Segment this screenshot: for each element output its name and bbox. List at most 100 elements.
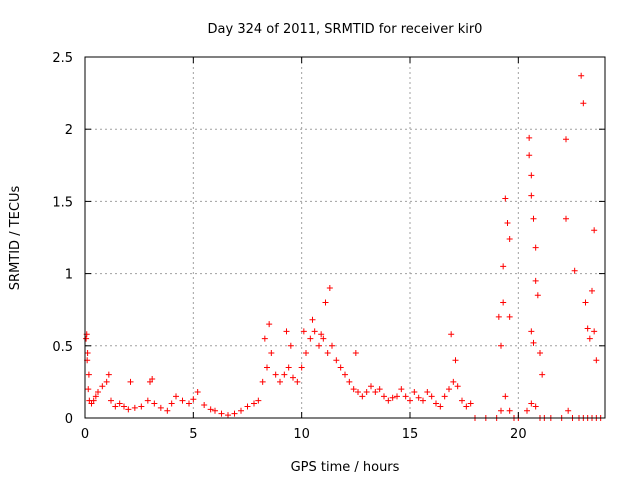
- chart-title: Day 324 of 2011, SRMTID for receiver kir…: [208, 22, 483, 37]
- data-point: [376, 386, 383, 393]
- data-point: [103, 378, 110, 385]
- data-point: [298, 364, 305, 371]
- data-point: [506, 235, 513, 242]
- grid-lines: [85, 57, 605, 418]
- data-point: [534, 292, 541, 299]
- data-point: [385, 397, 392, 404]
- data-point: [83, 335, 90, 342]
- data-point: [415, 394, 422, 401]
- data-point: [151, 400, 158, 407]
- data-point: [333, 357, 340, 364]
- data-point: [389, 394, 396, 401]
- data-point: [532, 403, 539, 410]
- data-point: [580, 100, 587, 107]
- x-axis-label: GPS time / hours: [291, 460, 400, 475]
- data-point: [125, 406, 132, 413]
- data-point: [329, 342, 335, 349]
- data-point: [99, 383, 106, 390]
- data-point: [105, 371, 112, 378]
- y-tick-label: 2: [65, 123, 73, 138]
- data-point: [309, 316, 316, 323]
- data-point: [320, 335, 327, 342]
- data-point: [324, 350, 331, 357]
- data-point: [441, 393, 448, 400]
- data-point: [85, 386, 92, 393]
- data-point: [506, 407, 513, 414]
- data-point: [251, 400, 257, 407]
- y-tick-label: 0: [65, 412, 73, 427]
- data-point: [502, 393, 509, 400]
- data-point: [244, 403, 251, 410]
- data-point: [578, 72, 585, 79]
- data-point: [394, 393, 400, 400]
- data-point: [277, 378, 283, 385]
- data-point: [112, 403, 119, 410]
- data-point: [300, 328, 307, 335]
- data-point: [368, 383, 374, 390]
- data-point: [563, 136, 569, 143]
- data-point: [287, 342, 294, 349]
- data-point: [337, 364, 344, 371]
- data-point: [498, 407, 504, 414]
- data-point: [207, 406, 214, 413]
- data-point: [450, 378, 457, 385]
- x-tick-label: 10: [293, 427, 310, 442]
- x-tick-label: 20: [510, 427, 527, 442]
- data-point: [294, 378, 301, 385]
- data-points: [83, 72, 604, 421]
- data-point: [95, 389, 101, 396]
- data-point: [84, 350, 91, 357]
- data-point: [255, 397, 262, 404]
- data-point: [138, 403, 145, 410]
- data-point: [500, 299, 507, 306]
- data-point: [266, 321, 273, 328]
- data-point: [144, 397, 151, 404]
- data-point: [402, 393, 409, 400]
- data-point: [116, 400, 123, 407]
- data-point: [589, 287, 595, 294]
- data-point: [428, 393, 435, 400]
- data-point: [467, 400, 474, 407]
- data-point: [537, 350, 543, 357]
- data-point: [363, 389, 370, 396]
- data-point: [264, 364, 270, 371]
- data-point: [526, 134, 533, 141]
- data-point: [532, 277, 539, 284]
- data-point: [582, 299, 589, 306]
- data-point: [108, 397, 114, 404]
- data-point: [85, 371, 92, 378]
- data-point: [350, 386, 357, 393]
- data-point: [372, 389, 379, 396]
- data-point: [433, 400, 439, 407]
- x-tick-label: 0: [81, 427, 89, 442]
- y-tick-label: 1: [65, 268, 73, 283]
- data-point: [164, 407, 171, 414]
- x-tick-label: 15: [402, 427, 419, 442]
- data-point: [591, 328, 598, 335]
- data-point: [565, 407, 572, 414]
- data-point: [352, 350, 359, 357]
- data-point: [448, 331, 455, 338]
- data-point: [285, 364, 292, 371]
- data-point: [92, 393, 99, 400]
- data-point: [539, 371, 546, 378]
- data-point: [528, 192, 535, 199]
- data-point: [194, 389, 201, 396]
- data-point: [268, 350, 275, 357]
- data-point: [281, 371, 288, 378]
- y-axis-label: SRMTID / TECUs: [8, 186, 23, 291]
- data-point: [524, 407, 530, 414]
- data-point: [307, 335, 314, 342]
- data-point: [586, 335, 593, 342]
- data-point: [459, 397, 465, 404]
- data-point: [526, 152, 533, 159]
- data-point: [571, 267, 578, 274]
- data-point: [201, 402, 208, 409]
- data-point: [452, 357, 459, 364]
- data-point: [381, 393, 387, 400]
- data-point: [238, 407, 244, 414]
- axis-ticks: 0 5 10 15 20 0 0.5 1 1.5 2 2.5: [52, 51, 605, 442]
- data-point: [186, 400, 192, 407]
- data-point: [131, 404, 138, 411]
